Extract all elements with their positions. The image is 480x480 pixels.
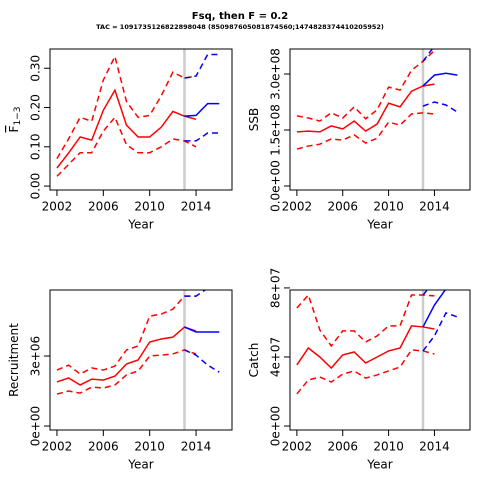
y-axis-label-sub: 1−3 bbox=[13, 107, 23, 126]
x-tick-label: 2010 bbox=[134, 440, 165, 454]
y-tick-label: 3e+06 bbox=[29, 336, 43, 376]
y-axis-label: F1−3 bbox=[7, 107, 23, 133]
series-line bbox=[296, 293, 435, 348]
series-line bbox=[56, 115, 197, 177]
series-line bbox=[296, 325, 435, 370]
plot-area bbox=[56, 49, 220, 190]
x-tick-label: 2002 bbox=[282, 440, 313, 454]
chart-subtitle: TAC = 1091735126822898048 (8509876050818… bbox=[96, 23, 384, 31]
y-axis-label-main: F bbox=[7, 125, 21, 132]
y-tick-label: 0.20 bbox=[29, 94, 43, 121]
y-axis-label: SSB bbox=[247, 108, 261, 131]
x-tick-label: 2014 bbox=[419, 440, 450, 454]
series-line bbox=[184, 102, 220, 117]
series-line bbox=[56, 349, 197, 395]
x-tick-label: 2002 bbox=[42, 440, 73, 454]
y-axis-label: Recruitment bbox=[7, 323, 21, 397]
plot-frame bbox=[49, 48, 233, 191]
series-line bbox=[184, 349, 220, 373]
x-axis-label: Year bbox=[127, 218, 153, 232]
chart-title: Fsq, then F = 0.2 bbox=[192, 11, 288, 22]
x-axis-label: Year bbox=[366, 218, 392, 232]
x-tick-label: 2014 bbox=[181, 200, 212, 214]
y-axis-label-main: Catch bbox=[247, 343, 261, 378]
series-line bbox=[422, 49, 434, 62]
series-line bbox=[56, 326, 197, 386]
x-tick-label: 2006 bbox=[327, 440, 358, 454]
y-axis-label: Catch bbox=[247, 343, 261, 378]
y-axis-label-main: SSB bbox=[247, 108, 261, 131]
x-tick-label: 2006 bbox=[327, 200, 358, 214]
series-line bbox=[184, 326, 220, 333]
series-line bbox=[422, 312, 458, 352]
series-line bbox=[56, 54, 197, 159]
y-tick-label: 0.00 bbox=[29, 173, 43, 200]
y-tick-label: 0.30 bbox=[29, 55, 43, 82]
y-tick-label: 1.5e+08 bbox=[269, 104, 283, 156]
x-tick-label: 2002 bbox=[282, 200, 313, 214]
plot-frame bbox=[49, 289, 233, 431]
x-tick-label: 2010 bbox=[373, 200, 404, 214]
y-axis-label-main: Recruitment bbox=[7, 323, 21, 397]
series-line bbox=[184, 132, 220, 142]
y-tick-label: 4e+07 bbox=[269, 337, 283, 377]
x-tick-label: 2006 bbox=[88, 200, 119, 214]
plot-frame bbox=[289, 289, 471, 431]
series-line bbox=[184, 290, 207, 297]
series-line bbox=[296, 112, 435, 150]
series-line bbox=[56, 295, 197, 375]
y-tick-label: 3.0e+08 bbox=[269, 48, 283, 100]
plot-area bbox=[296, 49, 458, 190]
series-line bbox=[296, 49, 435, 122]
y-tick-label: 0e+00 bbox=[29, 406, 43, 446]
y-tick-label: 0.10 bbox=[29, 133, 43, 160]
x-axis-label: Year bbox=[127, 458, 153, 472]
plot-frame bbox=[289, 48, 471, 191]
x-tick-label: 2010 bbox=[373, 440, 404, 454]
series-line bbox=[422, 290, 447, 328]
x-axis-label: Year bbox=[366, 458, 392, 472]
y-tick-label: 0.0e+00 bbox=[269, 160, 283, 212]
plot-area bbox=[56, 290, 220, 430]
series-line bbox=[422, 101, 458, 113]
y-tick-label: 8e+07 bbox=[269, 268, 283, 308]
series-line bbox=[422, 72, 458, 87]
x-tick-label: 2014 bbox=[419, 200, 450, 214]
series-line bbox=[296, 83, 435, 133]
series-line bbox=[56, 88, 197, 169]
series-line bbox=[184, 53, 220, 79]
y-tick-label: 0e+00 bbox=[269, 406, 283, 446]
x-tick-label: 2006 bbox=[88, 440, 119, 454]
series-line bbox=[296, 349, 435, 395]
plot-area bbox=[296, 290, 458, 430]
x-tick-label: 2002 bbox=[42, 200, 73, 214]
x-tick-label: 2014 bbox=[181, 440, 212, 454]
x-tick-label: 2010 bbox=[134, 200, 165, 214]
